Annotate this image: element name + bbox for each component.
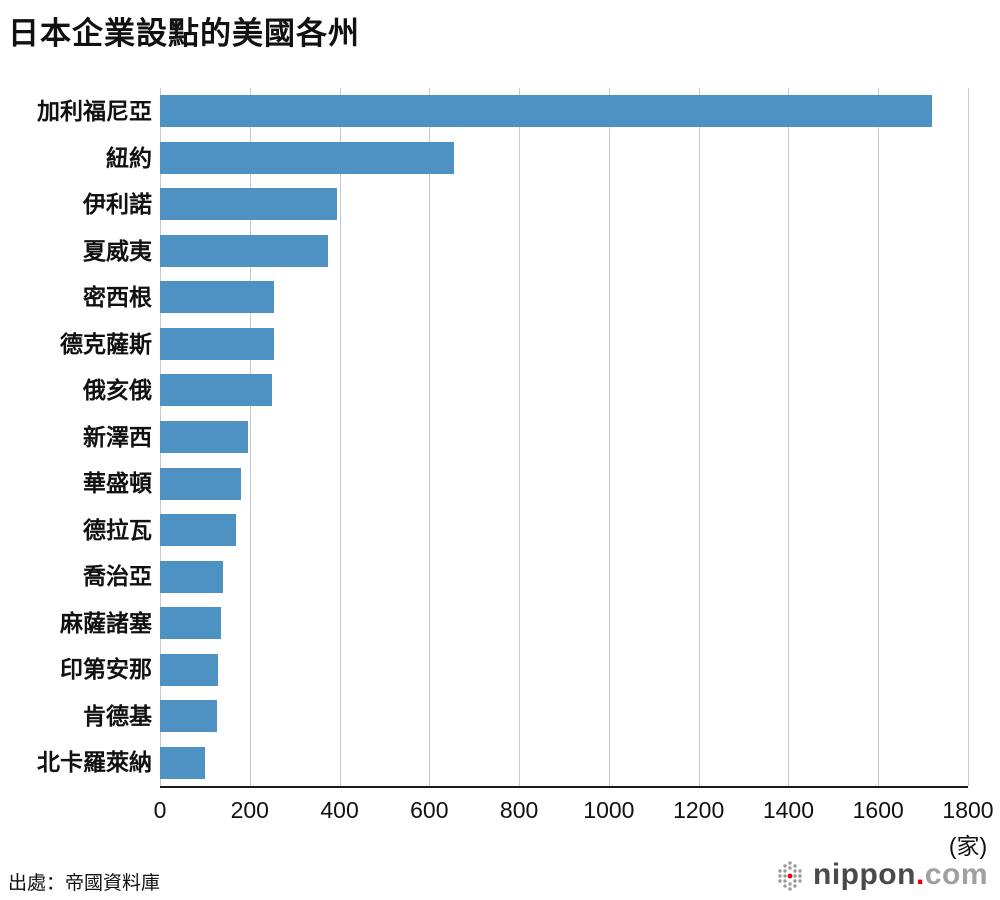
bar	[160, 700, 218, 733]
category-label: 北卡羅萊納	[37, 749, 152, 776]
x-tick-label: 1400	[762, 797, 815, 823]
bar-chart: 加利福尼亞紐約伊利諾夏威夷密西根德克薩斯俄亥俄新澤西華盛頓德拉瓦喬治亞麻薩諸塞印…	[0, 88, 1000, 788]
bar	[160, 95, 933, 128]
category-label: 德克薩斯	[60, 330, 152, 357]
category-label: 夏威夷	[83, 237, 152, 264]
x-tick-label: 1600	[852, 797, 904, 823]
bar-row: 加利福尼亞	[0, 88, 1000, 135]
nippon-logo-mark-icon	[778, 861, 802, 891]
gridline	[878, 88, 880, 786]
x-axis-ticks: 0 200 400 600 800 1000 1200 1400 1600 1800	[0, 797, 1000, 827]
bar-row: 北卡羅萊納	[0, 739, 1000, 786]
category-label: 德拉瓦	[83, 516, 152, 543]
category-label: 伊利諾	[83, 191, 152, 218]
category-label: 新澤西	[83, 423, 152, 450]
source-credit: 出處：帝國資料庫	[8, 873, 161, 894]
bar-row: 華盛頓	[0, 460, 1000, 507]
bar	[160, 141, 455, 174]
bar-row: 印第安那	[0, 646, 1000, 693]
bar	[160, 607, 221, 640]
gridline	[519, 88, 521, 786]
bar	[160, 467, 241, 500]
category-label: 喬治亞	[83, 563, 152, 590]
x-axis-unit-label: (家)	[948, 833, 988, 859]
gridline	[249, 88, 251, 786]
category-label: 紐約	[106, 144, 152, 171]
bar	[160, 281, 275, 314]
category-label: 麻薩諸塞	[60, 609, 152, 636]
x-tick-label: 400	[320, 797, 359, 823]
bar-row: 麻薩諸塞	[0, 600, 1000, 647]
bar-row: 德克薩斯	[0, 321, 1000, 368]
bar-row: 喬治亞	[0, 553, 1000, 600]
category-label: 肯德基	[83, 702, 152, 729]
bar	[160, 653, 219, 686]
gridline	[429, 88, 431, 786]
bar-row: 紐約	[0, 135, 1000, 182]
category-label: 密西根	[83, 284, 152, 311]
x-tick-label: 0	[153, 797, 167, 823]
nippon-logo: nippon.com	[773, 858, 988, 892]
bar-row: 伊利諾	[0, 181, 1000, 228]
bar-row: 新澤西	[0, 414, 1000, 461]
x-tick-label: 1200	[673, 797, 725, 823]
category-label: 印第安那	[60, 656, 152, 683]
x-tick-label: 200	[230, 797, 269, 823]
bar	[160, 374, 273, 407]
bar-row: 肯德基	[0, 693, 1000, 740]
bar	[160, 514, 237, 547]
gridline	[968, 88, 969, 786]
x-tick-label: 1800	[942, 797, 994, 823]
bar-row: 夏威夷	[0, 228, 1000, 275]
x-tick-label: 800	[499, 797, 539, 823]
bar	[160, 746, 205, 779]
bar	[160, 420, 248, 453]
gridline	[698, 88, 700, 786]
chart-title: 日本企業設點的美國各州	[8, 16, 360, 51]
bar	[160, 327, 275, 360]
bar	[160, 560, 223, 593]
gridline	[788, 88, 790, 786]
x-tick-label: 600	[410, 797, 449, 823]
bar	[160, 234, 329, 267]
category-label: 俄亥俄	[83, 377, 152, 404]
bar	[160, 188, 338, 221]
bar-row: 密西根	[0, 274, 1000, 321]
nippon-logo-text: nippon.com	[813, 858, 988, 891]
gridline	[608, 88, 610, 786]
gridline	[339, 88, 341, 786]
x-tick-label: 1000	[583, 797, 635, 823]
bar-row: 俄亥俄	[0, 367, 1000, 414]
category-label: 加利福尼亞	[37, 98, 152, 124]
category-label: 華盛頓	[83, 470, 152, 497]
bar-row: 德拉瓦	[0, 507, 1000, 554]
